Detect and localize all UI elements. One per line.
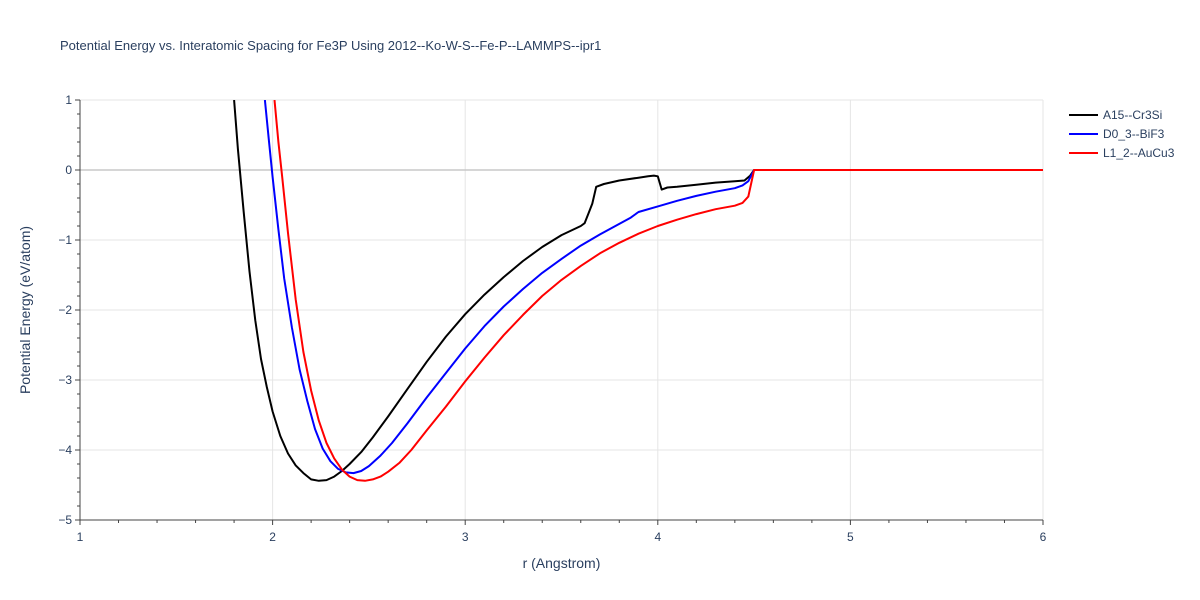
legend-label: L1_2--AuCu3 — [1103, 146, 1175, 160]
x-tick-label: 3 — [462, 530, 469, 544]
x-tick-labels: 1 2 3 4 5 6 — [77, 530, 1047, 544]
legend-label: A15--Cr3Si — [1103, 108, 1162, 122]
y-tick-label: 0 — [65, 163, 72, 177]
y-tick-labels: 1 0 −1 −2 −3 −4 −5 — [58, 93, 72, 527]
chart-title: Potential Energy vs. Interatomic Spacing… — [60, 38, 601, 53]
x-tick-label: 6 — [1040, 530, 1047, 544]
gridlines — [80, 99, 1044, 520]
x-tick-label: 1 — [77, 530, 84, 544]
series-line-A15--Cr3Si — [233, 100, 1043, 482]
x-tick-label: 4 — [654, 530, 661, 544]
y-tick-label: −2 — [58, 303, 72, 317]
legend[interactable]: A15--Cr3Si D0_3--BiF3 L1_2--AuCu3 — [1069, 108, 1175, 160]
series-line-D0_3--BiF3 — [263, 100, 1043, 475]
axes — [75, 99, 1044, 525]
y-tick-label: −1 — [58, 233, 72, 247]
y-axis-title: Potential Energy (eV/atom) — [17, 226, 33, 394]
series-line-L1_2--AuCu3 — [273, 100, 1043, 482]
legend-label: D0_3--BiF3 — [1103, 127, 1165, 141]
x-axis-title: r (Angstrom) — [523, 555, 601, 571]
legend-item[interactable]: D0_3--BiF3 — [1069, 127, 1165, 141]
y-tick-label: 1 — [65, 93, 72, 107]
legend-item[interactable]: L1_2--AuCu3 — [1069, 146, 1175, 160]
y-tick-label: −5 — [58, 513, 72, 527]
legend-item[interactable]: A15--Cr3Si — [1069, 108, 1162, 122]
x-tick-label: 5 — [847, 530, 854, 544]
x-tick-label: 2 — [269, 530, 276, 544]
series-lines — [233, 100, 1043, 482]
y-tick-label: −3 — [58, 373, 72, 387]
y-tick-label: −4 — [58, 443, 72, 457]
